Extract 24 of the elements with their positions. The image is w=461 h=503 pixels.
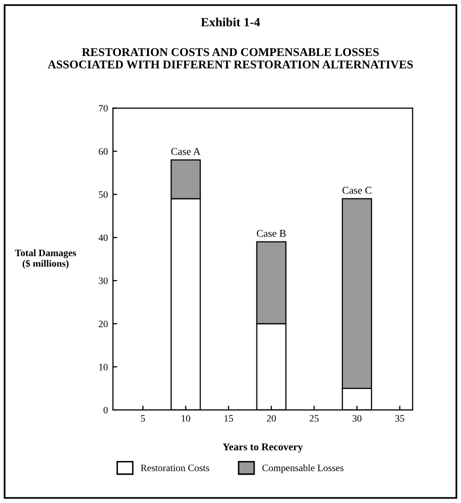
x-tick-label: 35	[395, 415, 404, 422]
annotation: Case A	[171, 148, 201, 155]
legend-label: Restoration Costs	[140, 464, 210, 472]
chart-subtitle: RESTORATION COSTS AND COMPENSABLE LOSSES ASSOCIATED WITH DIFFERENT RESTORATION ALTERNATIVES	[48, 48, 413, 68]
y-tick-label: 60	[98, 148, 108, 155]
x-tick-label: 5	[141, 415, 145, 422]
y-axis-title: Total Damages ($ millions)	[14, 249, 76, 269]
legend-label: Compensable Losses	[262, 464, 344, 474]
x-tick-label: 20	[266, 415, 276, 422]
chart-title: Exhibit 1-4	[201, 18, 260, 26]
x-tick-label: 15	[224, 415, 234, 422]
x-axis-title: Years to Recovery	[222, 443, 303, 453]
annotation: Case C	[342, 186, 372, 194]
y-tick-label: 40	[98, 234, 108, 241]
y-tick-label: 50	[98, 191, 108, 198]
y-tick-label: 10	[99, 364, 108, 370]
y-tick-label: 70	[99, 105, 108, 112]
y-tick-label: 20	[98, 320, 108, 328]
y-tick-label: 30	[98, 278, 108, 284]
x-tick-label: 25	[310, 415, 319, 422]
x-tick-label: 10	[182, 415, 190, 422]
annotation: Case B	[256, 230, 286, 237]
y-tick-label: 0	[104, 406, 108, 414]
x-tick-label: 30	[352, 415, 362, 422]
